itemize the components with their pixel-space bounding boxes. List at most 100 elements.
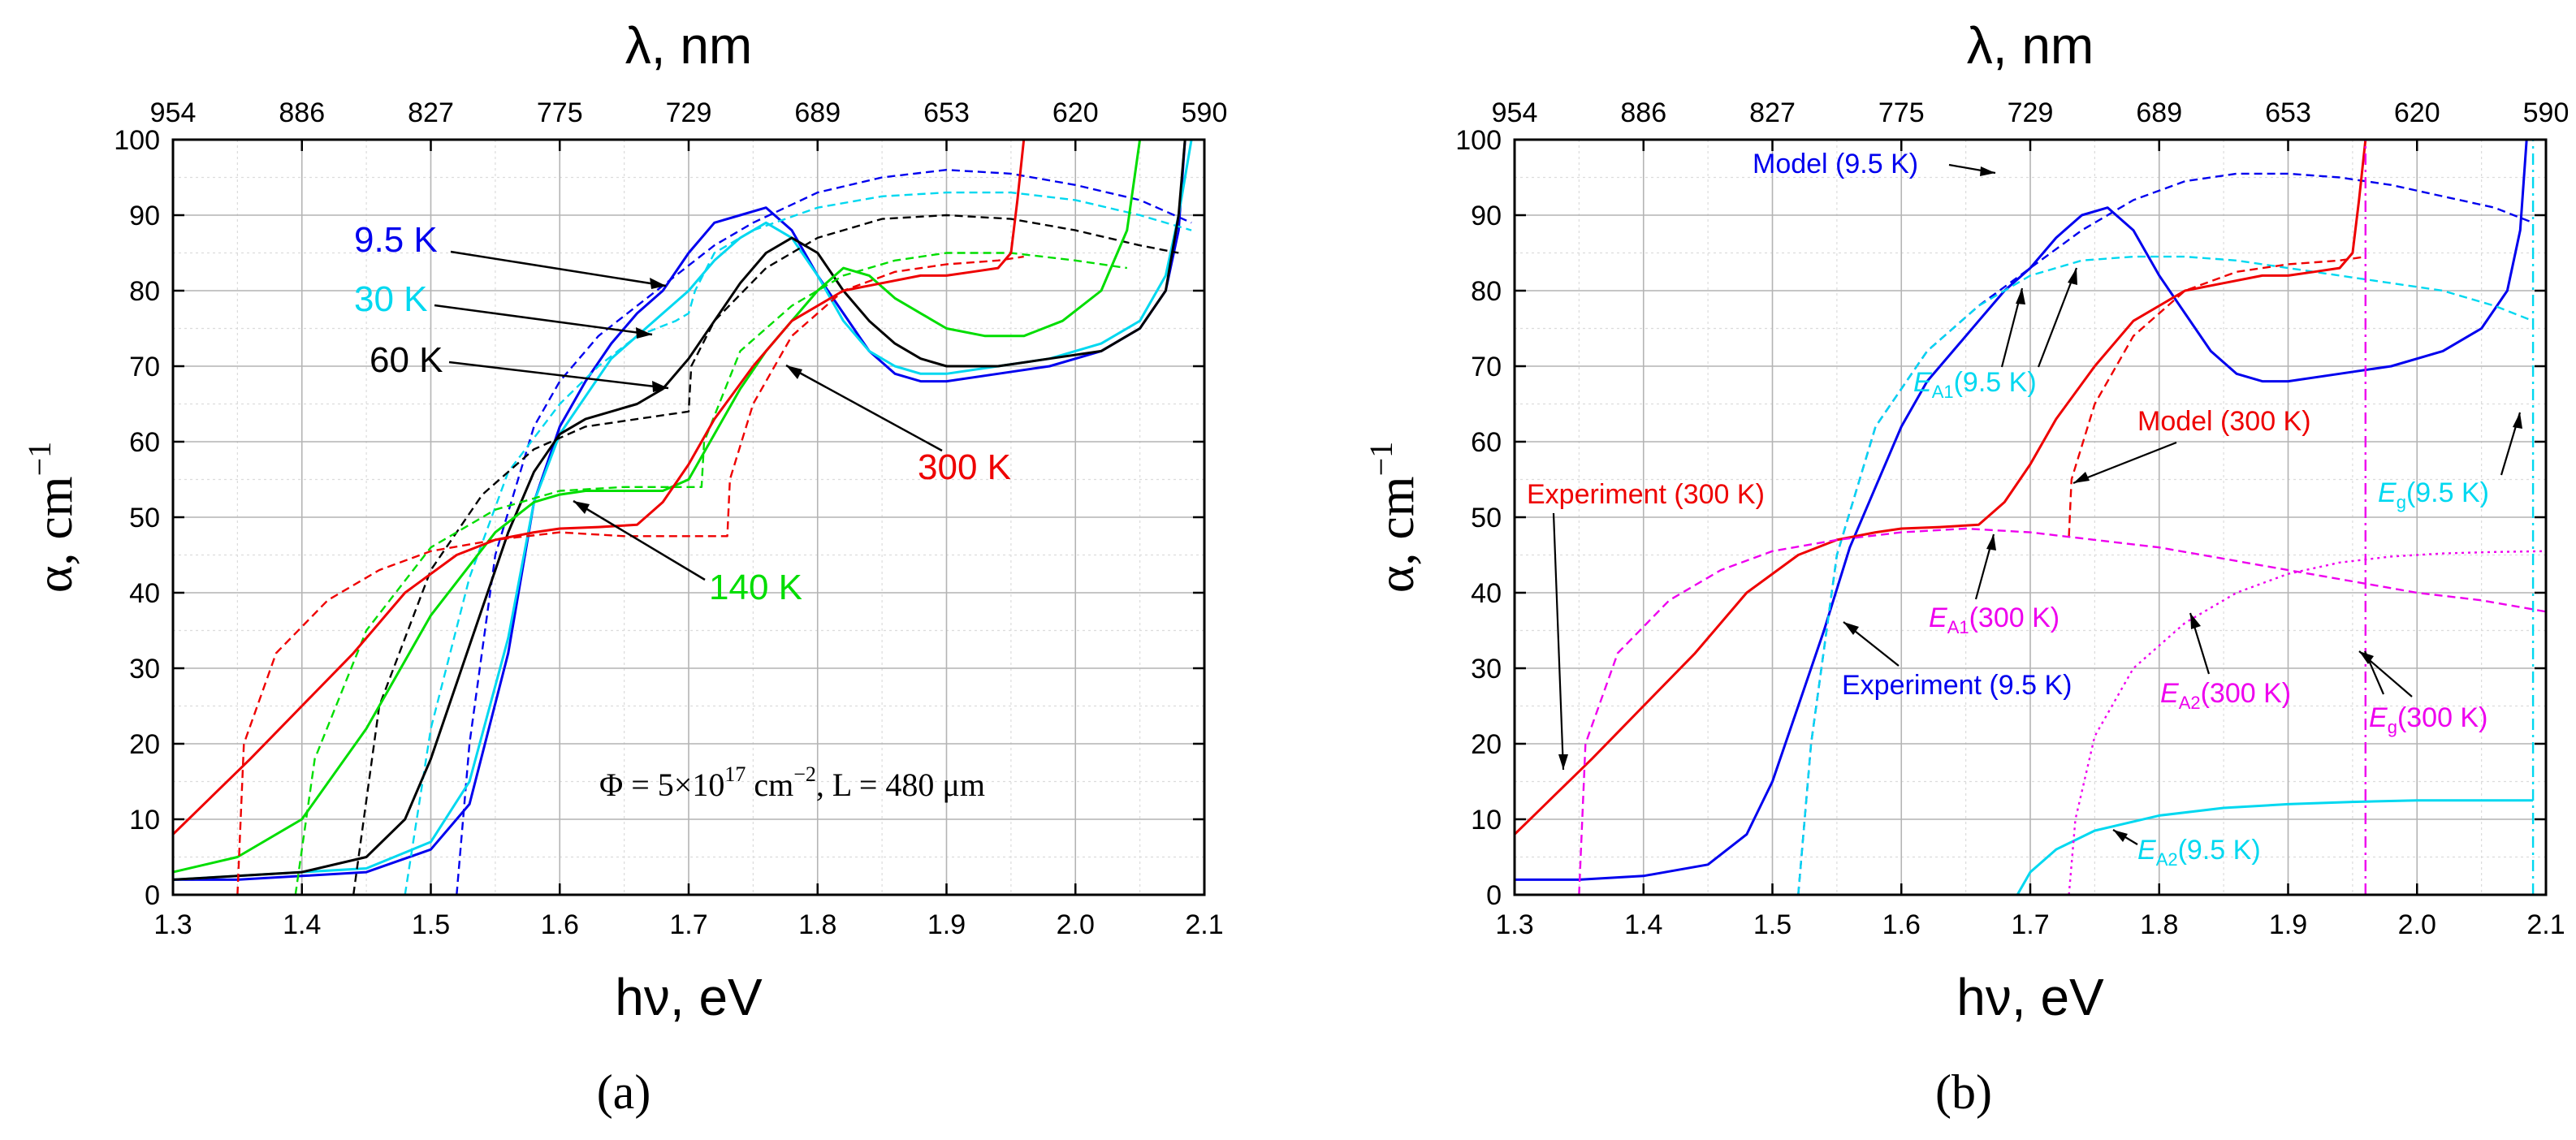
ea1-9-5k-sub: A1 bbox=[1932, 382, 1954, 402]
y-tick-label: 10 bbox=[1471, 805, 1502, 836]
panel-b-x-axis-title: hν, eV bbox=[1956, 968, 2104, 1026]
top-tick-label: 590 bbox=[2523, 97, 2570, 128]
panel-b-y-axis-title-sup: −1 bbox=[1363, 442, 1399, 477]
arrow-experiment-300k bbox=[1552, 512, 1565, 771]
arrowhead-eg-300k bbox=[2359, 651, 2374, 664]
x-tick-label: 1.6 bbox=[1882, 909, 1921, 940]
panel-a-y-axis-title: α, cm−1 bbox=[21, 442, 83, 593]
x-tick-label: 1.7 bbox=[2011, 909, 2049, 940]
x-tick-label: 1.3 bbox=[1495, 909, 1533, 940]
top-tick-label: 689 bbox=[2136, 97, 2182, 128]
panel-a-y-axis-title-sup: −1 bbox=[21, 442, 58, 477]
y-tick-label: 60 bbox=[129, 427, 160, 458]
series-e-a2-9-5-k bbox=[2016, 799, 2534, 896]
top-tick-label: 653 bbox=[2265, 97, 2311, 128]
panel-a-annotations: 9.5 K 30 K 60 K 300 K 140 K bbox=[354, 220, 1011, 607]
eg-300k-e: E bbox=[2369, 702, 2388, 733]
series-model-9-5-k bbox=[1797, 172, 2534, 896]
arrow-300k bbox=[785, 364, 943, 452]
eg-9-5k-e: E bbox=[2378, 477, 2397, 508]
eg-9-5k-tail: (9.5 K) bbox=[2406, 477, 2489, 508]
series-140-k bbox=[172, 139, 1142, 874]
panel-b-grid bbox=[1514, 139, 2547, 896]
panel-b-series bbox=[1513, 139, 2547, 896]
series-30-k-model bbox=[404, 191, 1192, 896]
note-length: , L = 480 μm bbox=[816, 766, 985, 803]
arrow-30k bbox=[434, 304, 653, 336]
series-9-5-k-model bbox=[456, 168, 1192, 896]
y-tick-label: 90 bbox=[1471, 201, 1502, 231]
y-tick-label: 0 bbox=[145, 880, 160, 911]
label-ea1-300k: EA1(300 K) bbox=[1929, 602, 2060, 637]
arrowhead-model-300k bbox=[2073, 472, 2090, 483]
arrowhead-experiment-300k bbox=[1558, 754, 1568, 770]
label-ea2-9-5k: EA2(9.5 K) bbox=[2137, 835, 2261, 870]
arrowhead-ea1-9-5k-1 bbox=[2016, 288, 2025, 304]
top-tick-label: 620 bbox=[2394, 97, 2440, 128]
arrowhead-60k bbox=[652, 381, 668, 392]
y-tick-label: 20 bbox=[1471, 729, 1502, 760]
label-experiment-300k: Experiment (300 K) bbox=[1527, 479, 1765, 510]
series-300-k bbox=[171, 139, 1026, 836]
y-tick-label: 0 bbox=[1486, 880, 1502, 911]
ea2-9-5k-e: E bbox=[2137, 835, 2156, 866]
series-model-300-k bbox=[2068, 255, 2366, 537]
note-cm: cm bbox=[746, 766, 793, 803]
y-tick-label: 100 bbox=[1455, 125, 1502, 156]
arrowhead-model-9-5k bbox=[1980, 166, 1995, 176]
y-tick-label: 70 bbox=[1471, 352, 1502, 382]
arrow-ea1-9-5k-2 bbox=[2037, 267, 2078, 368]
top-tick-label: 827 bbox=[408, 97, 454, 128]
y-tick-label: 30 bbox=[1471, 654, 1502, 684]
panel-a-top-axis-title: λ, nm bbox=[625, 16, 752, 75]
y-tick-label: 100 bbox=[114, 125, 160, 156]
arrowhead-ea1-300k bbox=[1986, 534, 1996, 551]
arrowhead-30k bbox=[636, 327, 652, 339]
x-tick-label: 1.9 bbox=[2269, 909, 2307, 940]
svg-text:α, cm−1: α, cm−1 bbox=[1363, 442, 1424, 593]
series-300-k-model bbox=[236, 255, 1024, 896]
y-tick-label: 80 bbox=[129, 276, 160, 307]
top-tick-label: 620 bbox=[1052, 97, 1099, 128]
x-tick-label: 1.8 bbox=[798, 909, 836, 940]
x-tick-label: 1.4 bbox=[1624, 909, 1662, 940]
label-ea1-9-5k: EA1(9.5 K) bbox=[1913, 367, 2037, 402]
y-tick-label: 70 bbox=[129, 352, 160, 382]
arrowhead-ea2-9-5k bbox=[2113, 830, 2128, 842]
panel-a-ticks: 1.3 1.4 1.5 1.6 1.7 1.8 1.9 2.0 2.1 954 886 827 775 7… bbox=[114, 97, 1227, 940]
label-140k: 140 K bbox=[709, 568, 802, 607]
top-tick-label: 954 bbox=[1492, 97, 1538, 128]
top-tick-label: 775 bbox=[537, 97, 583, 128]
x-tick-label: 2.1 bbox=[1185, 909, 1223, 940]
x-tick-label: 1.3 bbox=[153, 909, 192, 940]
series-experiment-300-k bbox=[1513, 139, 2367, 836]
y-tick-label: 10 bbox=[129, 805, 160, 836]
label-300k: 300 K bbox=[918, 447, 1011, 487]
ea1-300k-sub: A1 bbox=[1947, 617, 1969, 637]
series-9-5-k bbox=[173, 139, 1186, 881]
ea1-9-5k-e: E bbox=[1913, 367, 1932, 398]
y-tick-label: 50 bbox=[129, 503, 160, 533]
arrow-60k bbox=[448, 361, 669, 390]
arrow-model-300k bbox=[2072, 441, 2177, 485]
top-tick-label: 729 bbox=[2008, 97, 2054, 128]
ea2-300k-sub: A2 bbox=[2179, 693, 2201, 713]
ea2-9-5k-sub: A2 bbox=[2156, 849, 2178, 870]
label-experiment-9-5k: Experiment (9.5 K) bbox=[1842, 670, 2072, 701]
ea2-300k-tail: (300 K) bbox=[2201, 678, 2292, 709]
ea2-9-5k-tail: (9.5 K) bbox=[2178, 835, 2261, 866]
ea1-300k-tail: (300 K) bbox=[1969, 602, 2060, 633]
note-phi: Φ = 5×10 bbox=[599, 766, 724, 803]
x-tick-label: 1.6 bbox=[541, 909, 579, 940]
note-cm-sup: −2 bbox=[793, 762, 816, 786]
arrow-140k bbox=[573, 499, 706, 581]
x-tick-label: 1.8 bbox=[2140, 909, 2178, 940]
panel-a-note: Φ = 5×1017 cm−2, L = 480 μm bbox=[599, 762, 985, 803]
arrow-9-5k bbox=[450, 250, 667, 287]
label-model-9-5k: Model (9.5 K) bbox=[1753, 149, 1918, 179]
top-tick-label: 775 bbox=[1878, 97, 1925, 128]
x-tick-label: 1.5 bbox=[412, 909, 450, 940]
label-eg-9-5k: Eg(9.5 K) bbox=[2378, 477, 2489, 512]
y-tick-label: 60 bbox=[1471, 427, 1502, 458]
arrowhead-ea1-9-5k-2 bbox=[2068, 268, 2077, 285]
